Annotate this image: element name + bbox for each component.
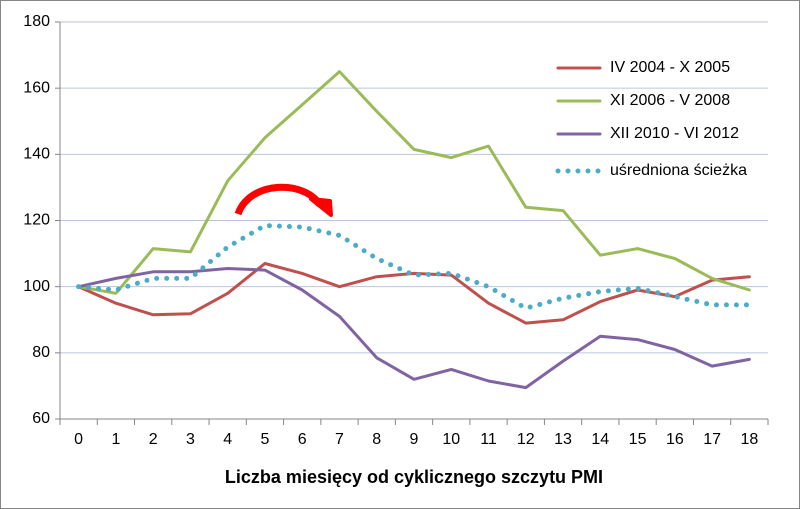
legend-label: uśredniona ścieżka	[610, 162, 747, 179]
x-tick-label: 11	[480, 431, 497, 448]
y-tick-label: 100	[23, 278, 50, 295]
legend-label: XII 2010 - VI 2012	[610, 125, 739, 142]
x-tick-label: 10	[442, 431, 460, 448]
x-tick-label: 6	[298, 431, 307, 448]
series-line	[77, 267, 751, 390]
x-tick-label: 8	[372, 431, 381, 448]
x-tick-label: 12	[517, 431, 535, 448]
x-tick-label: 7	[335, 431, 344, 448]
y-tick-label: 80	[32, 344, 50, 361]
y-tick-label: 160	[23, 79, 50, 96]
y-tick-label: 140	[23, 146, 50, 163]
x-tick-label: 5	[260, 431, 269, 448]
x-tick-label: 3	[186, 431, 195, 448]
x-tick-label: 16	[666, 431, 684, 448]
x-tick-label: 14	[591, 431, 609, 448]
legend-label: XI 2006 - V 2008	[610, 92, 730, 109]
arrow-head	[309, 197, 333, 217]
x-tick-label: 0	[74, 431, 83, 448]
legend-label: IV 2004 - X 2005	[610, 59, 730, 76]
x-tick-label: 15	[629, 431, 647, 448]
x-tick-label: 1	[111, 431, 120, 448]
x-tick-label: 18	[740, 431, 758, 448]
x-axis-title: Liczba miesięcy od cyklicznego szczytu P…	[225, 467, 603, 487]
series-line	[76, 223, 752, 311]
plot	[76, 70, 752, 390]
y-tick-label: 60	[32, 410, 50, 427]
y-tick-label: 180	[23, 13, 50, 30]
grid	[55, 21, 769, 425]
x-tick-label: 17	[703, 431, 721, 448]
x-tick-label: 13	[554, 431, 572, 448]
x-tick-label: 4	[223, 431, 232, 448]
x-tick-label: 2	[149, 431, 158, 448]
y-tick-label: 120	[23, 212, 50, 229]
series-line	[77, 70, 751, 295]
x-tick-label: 9	[410, 431, 419, 448]
